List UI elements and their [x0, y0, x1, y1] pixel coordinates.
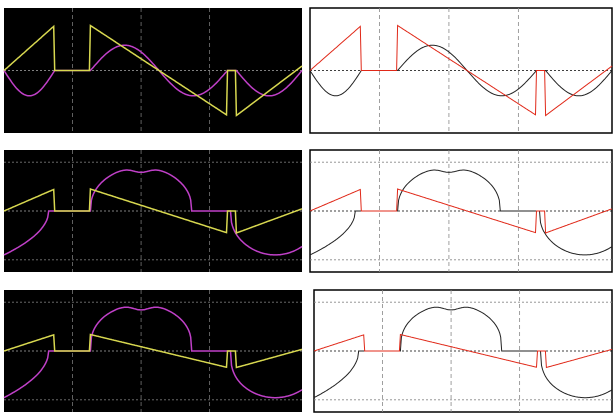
waveform-panel: [310, 8, 612, 133]
waveform-panel: [314, 290, 612, 412]
waveform-panel: [4, 8, 302, 133]
waveform-panel: [310, 150, 612, 272]
waveform-panel: [4, 290, 302, 412]
page: (() => { const svg = document.getElement…: [0, 0, 615, 417]
waveform-panel: [4, 150, 302, 272]
figure: [0, 0, 615, 417]
